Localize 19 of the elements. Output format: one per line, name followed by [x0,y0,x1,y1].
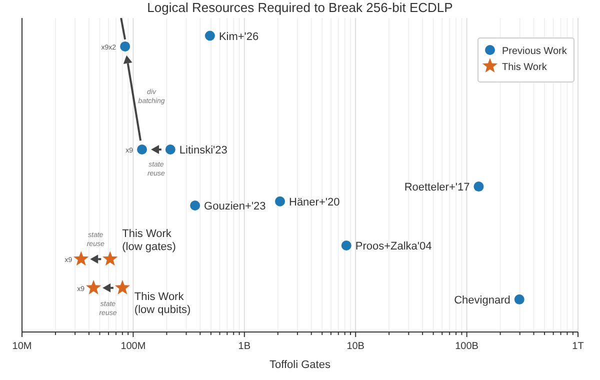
x-tick-label: 10M [12,341,32,352]
x-axis-title: Toffoli Gates [270,359,331,371]
annotation: Chevignard [454,294,510,306]
annotation: Gouzien+'23 [204,200,266,213]
chart-title: Logical Resources Required to Break 256-bit ECDLP [147,0,453,15]
annotation: Proos+Zalka'04 [355,240,432,252]
x-tick-label: 1B [238,341,251,352]
annotation: Roetteler+'17 [404,182,470,194]
x-tick-label: 100M [120,341,146,352]
annotation: Häner+'20 [289,196,340,208]
x-tick-label: 1T [572,341,584,352]
legend-label: Previous Work [502,46,568,57]
annotation: This Work (low gates) [122,228,176,254]
annotation: This Work (low qubits) [134,290,191,316]
x-tick-label: 100B [455,341,479,352]
x-tick-label: 10B [346,341,365,352]
legend-label: This Work [502,62,548,73]
annotation: Litinski'23 [179,144,228,157]
annotation: Kim+'26 [218,30,259,43]
